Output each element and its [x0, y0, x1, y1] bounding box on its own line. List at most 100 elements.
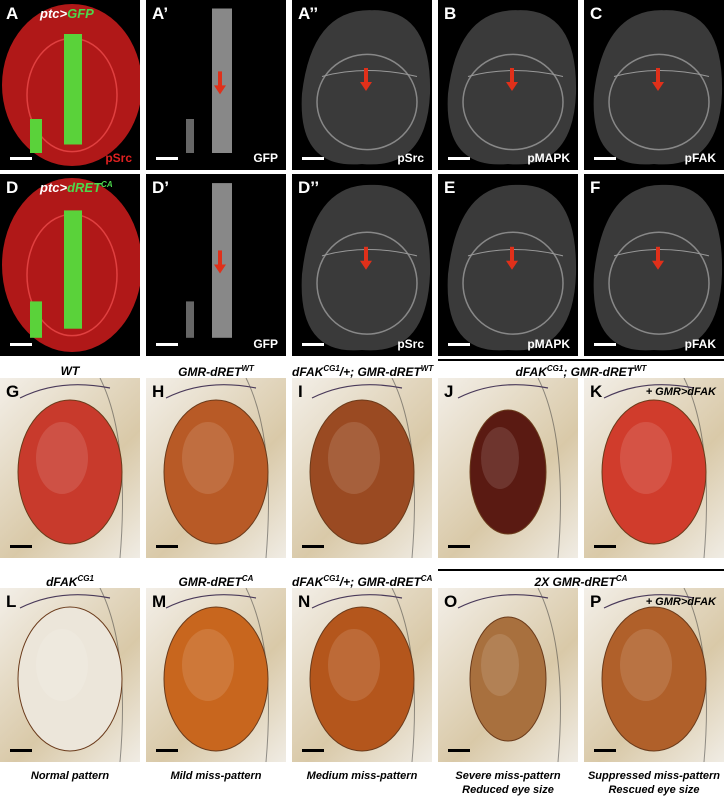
caption: Mild miss-pattern	[144, 769, 288, 783]
stain-label: pFAK	[684, 151, 716, 165]
eye-photo	[163, 378, 269, 558]
eye-photo	[163, 588, 269, 762]
title-text: ptc>	[40, 6, 68, 21]
scale-bar	[302, 157, 324, 160]
panel-label: A’	[152, 4, 169, 23]
panel-label: K	[590, 382, 603, 401]
panel-title: ptc>dRETCA	[40, 180, 113, 195]
panel: D’’ pSrc	[292, 174, 432, 356]
panel-label: G	[6, 382, 20, 401]
panel: K + GMR>dFAK	[584, 378, 724, 558]
panel-label: D	[6, 178, 19, 197]
eye-photo	[309, 378, 415, 558]
micrograph	[593, 10, 723, 165]
scale-bar	[10, 343, 32, 346]
group-title: 2X GMR-dRETCA	[438, 574, 724, 589]
title-text: GMR-dRET	[178, 575, 242, 589]
title-text: GFP	[67, 6, 94, 21]
caption: Severe miss-pattern Reduced eye size	[436, 769, 580, 797]
panel: P + GMR>dFAK	[584, 588, 724, 762]
stain-label: pFAK	[684, 337, 716, 351]
title-text: GMR-dRET	[178, 365, 242, 379]
title-sup: CG1	[546, 364, 564, 373]
panel-label: L	[6, 592, 17, 611]
title-text: dFAK	[46, 575, 78, 589]
panel-label: P	[590, 592, 602, 611]
panel: A’ GFP	[146, 0, 286, 170]
caption: Suppressed miss-pattern Rescued eye size	[582, 769, 724, 797]
title-sup: WT	[634, 364, 647, 373]
stain-label: pSrc	[397, 337, 424, 351]
caption: Medium miss-pattern	[290, 769, 434, 783]
title-sup: CG1	[77, 574, 94, 583]
micrograph	[186, 8, 232, 153]
title-text: ptc>	[40, 180, 68, 195]
panel: J	[438, 378, 578, 558]
panel-title: GMR-dRETWT	[146, 364, 286, 379]
eye-photo	[17, 588, 123, 762]
micrograph	[447, 184, 577, 351]
panel-label: I	[298, 382, 303, 401]
title-sup: WT	[241, 364, 254, 373]
micrograph	[186, 183, 232, 338]
stain-label: pSrc	[397, 151, 424, 165]
eye-photo	[457, 378, 561, 558]
panel-title: dFAKCG1/+; GMR-dRETWT	[292, 364, 434, 379]
panel: I	[292, 378, 432, 558]
title-sup: WT	[420, 364, 434, 373]
scale-bar	[156, 545, 178, 548]
eye-photo	[309, 588, 415, 762]
panel-label: C	[590, 4, 603, 23]
title-sup: CA	[420, 574, 433, 583]
panel: H	[146, 378, 286, 558]
eye-photo	[601, 588, 707, 762]
inset-label: + GMR>dFAK	[645, 596, 716, 608]
group-rule	[438, 359, 724, 361]
micrograph	[447, 10, 577, 165]
micrograph	[301, 184, 431, 351]
panel-label: B	[444, 4, 457, 23]
scale-bar	[10, 749, 32, 752]
title-sup: CA	[241, 574, 254, 583]
caption-line: Severe miss-pattern	[455, 770, 561, 782]
scale-bar	[594, 545, 616, 548]
caption-line: Mild miss-pattern	[170, 770, 262, 782]
caption: Normal pattern	[0, 769, 142, 783]
scale-bar	[302, 749, 324, 752]
caption-line: Suppressed miss-pattern	[587, 770, 721, 782]
group-rule	[438, 569, 724, 571]
caption-line: Reduced eye size	[462, 784, 554, 796]
scale-bar	[156, 157, 178, 160]
eye-photo	[17, 378, 123, 558]
panel-title: dFAKCG1/+; GMR-dRETCA	[292, 574, 432, 589]
panel: N	[292, 588, 432, 762]
scale-bar	[594, 749, 616, 752]
panel: D’ GFP	[146, 174, 286, 356]
panel-label: M	[152, 592, 167, 611]
title-text: dFAK	[292, 575, 324, 589]
panel-label: F	[590, 178, 601, 197]
stain-label: pMAPK	[527, 337, 570, 351]
title-sup: CA	[101, 180, 113, 189]
panel-label: O	[444, 592, 458, 611]
scale-bar	[156, 749, 178, 752]
scale-bar	[10, 545, 32, 548]
panel: G	[0, 378, 140, 558]
panel-title: dFAKCG1	[0, 574, 140, 589]
scale-bar	[156, 343, 178, 346]
panel-title: WT	[0, 364, 140, 378]
eye-photo	[601, 378, 707, 558]
stain-label: GFP	[253, 151, 278, 165]
panel-label: D’’	[298, 178, 320, 197]
panel-title: ptc>GFP	[40, 6, 94, 21]
panel: M	[146, 588, 286, 762]
eye-photo	[457, 588, 561, 762]
title-text: 2X GMR-dRET	[534, 575, 616, 589]
panel-label: N	[298, 592, 311, 611]
title-text: dRET	[67, 180, 102, 195]
